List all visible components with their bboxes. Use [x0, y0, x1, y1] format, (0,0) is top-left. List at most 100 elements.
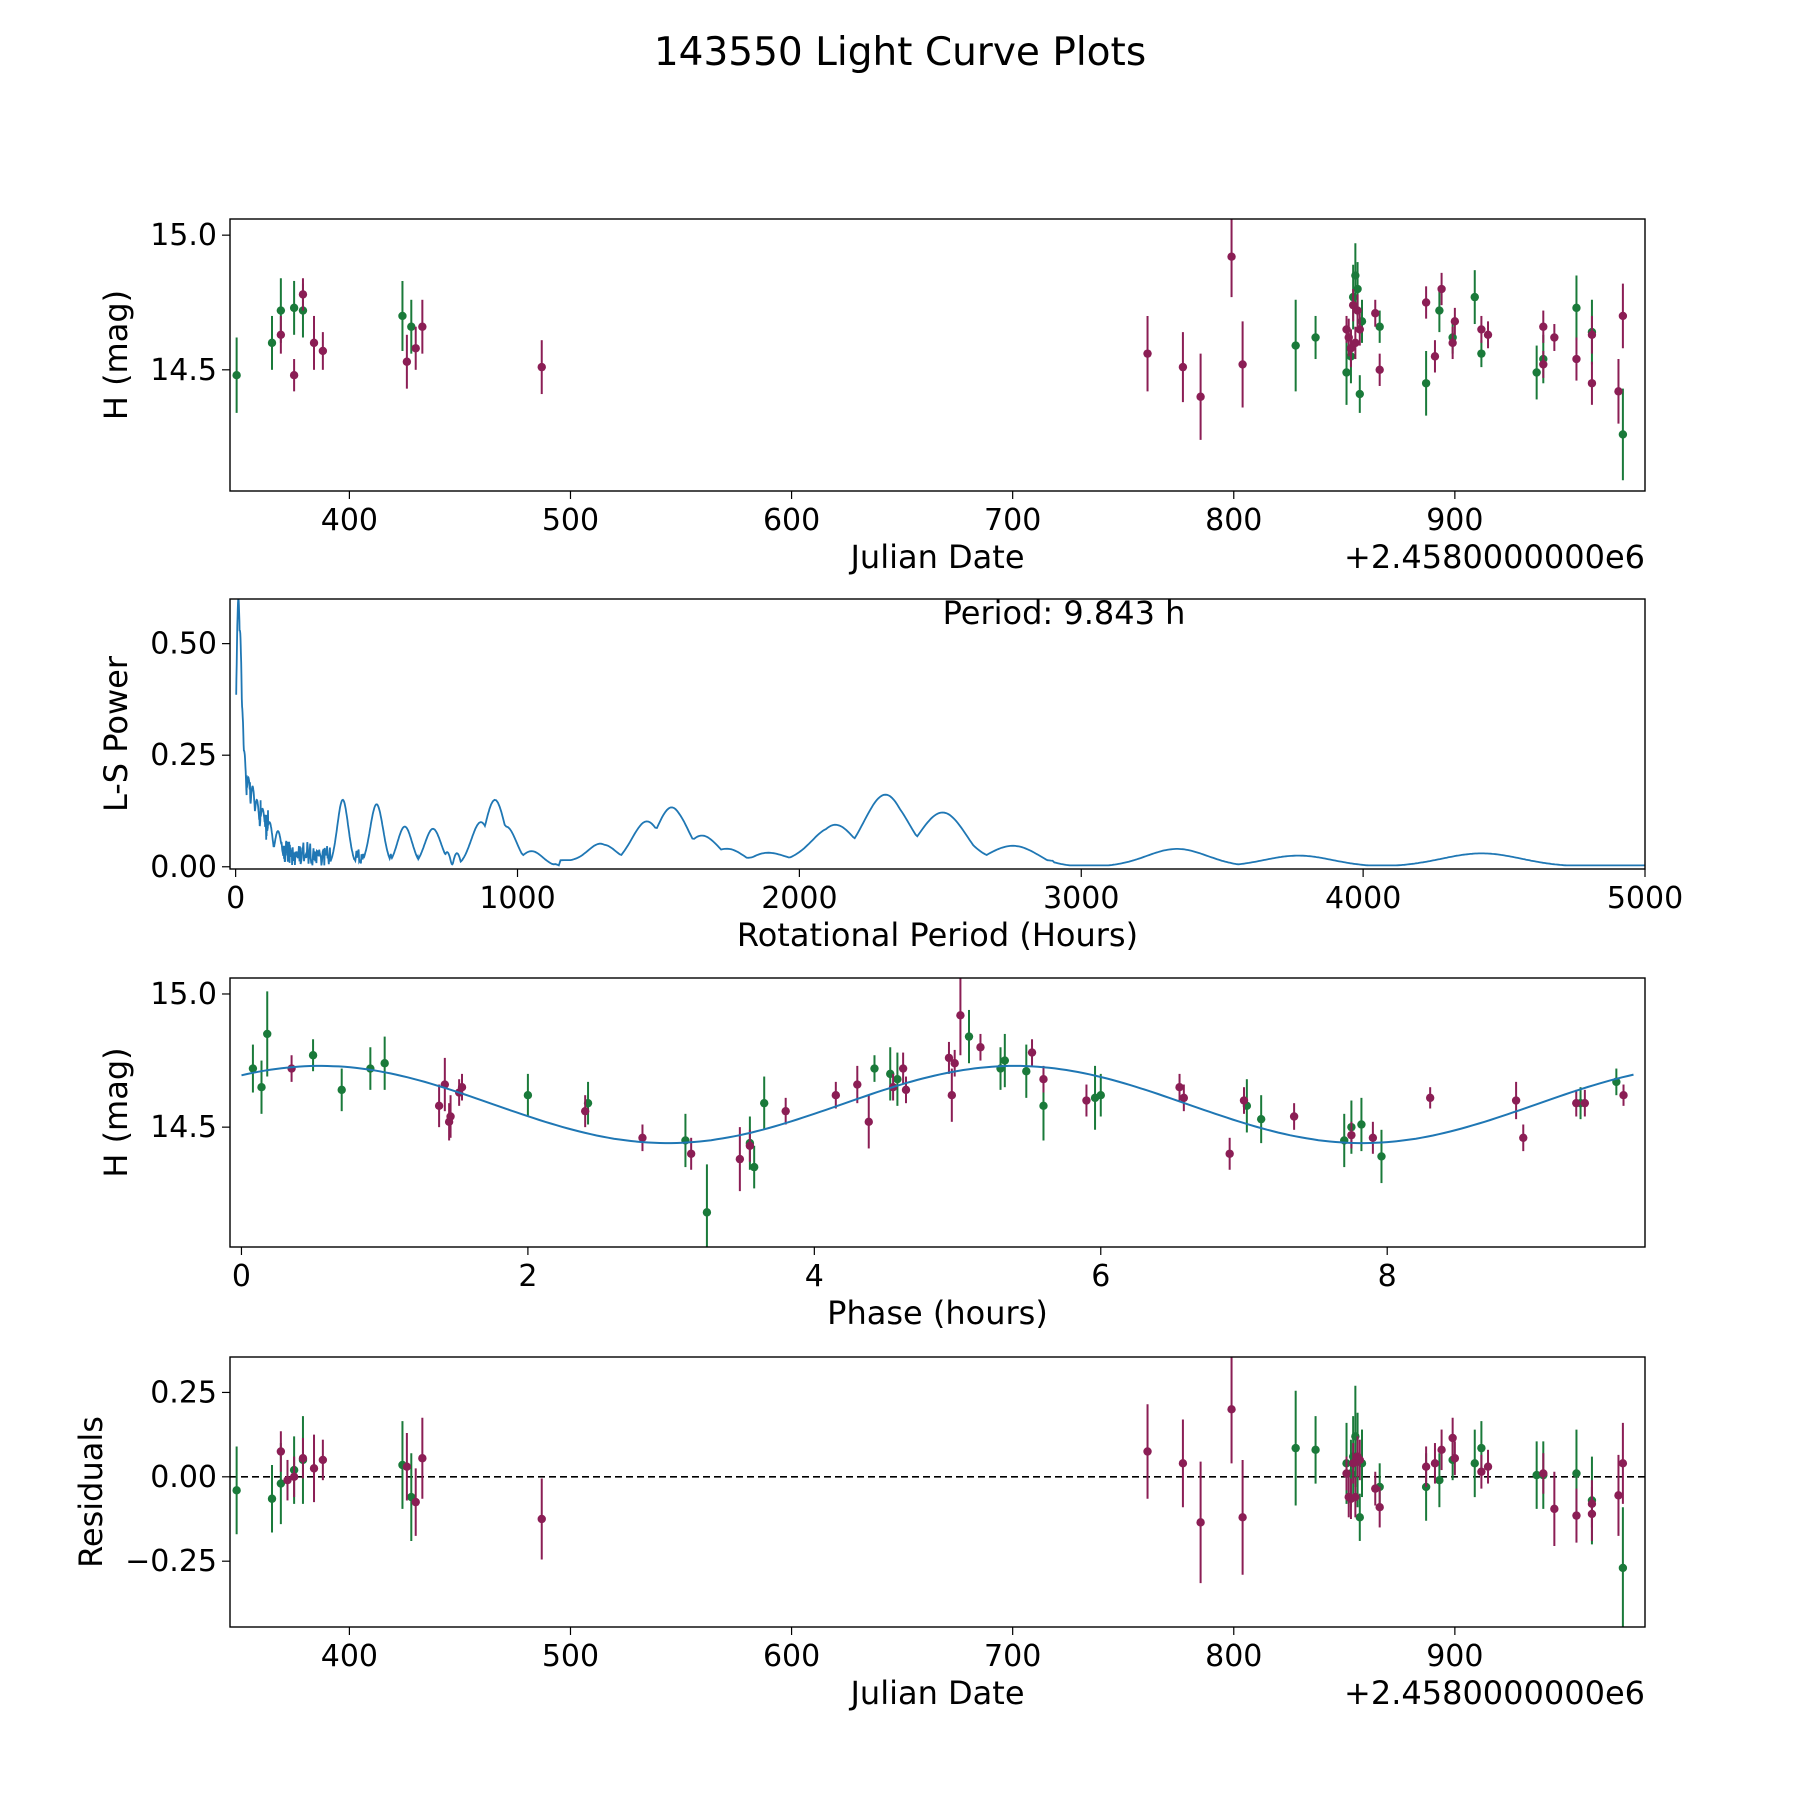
x-tick-label: 8	[1378, 1259, 1397, 1294]
data-point	[1175, 1082, 1184, 1092]
data-point	[1477, 1467, 1486, 1476]
x-tick-label: 0	[226, 881, 245, 916]
data-point	[1311, 1445, 1320, 1455]
x-tick-label: 5000	[1607, 881, 1683, 916]
data-point	[1357, 1120, 1366, 1129]
data-point	[947, 1090, 957, 1100]
data-point	[398, 311, 407, 321]
data-point	[1421, 1462, 1431, 1471]
axes-frame	[229, 598, 1646, 870]
data-point	[901, 1085, 911, 1095]
y-axis-label: L-S Power	[97, 655, 135, 812]
filter-green-series	[232, 243, 1628, 481]
data-point	[870, 1064, 879, 1073]
x-tick-label: 900	[1426, 1639, 1483, 1674]
data-point	[1587, 330, 1597, 340]
y-tick-label: 0.00	[150, 850, 217, 885]
periodogram-panel: 0 1000 2000 3000 4000 5000 0.00 0.25 0.50 Rotatio…	[97, 594, 1683, 954]
data-point	[898, 1064, 908, 1073]
y-tick-label: 15.0	[150, 977, 217, 1012]
filter-green-series	[232, 1385, 1628, 1627]
x-tick-label: 2	[518, 1259, 537, 1294]
y-axis-label: H (mag)	[97, 1047, 135, 1177]
data-point	[749, 1162, 759, 1172]
data-point	[457, 1082, 467, 1092]
data-point	[1448, 1433, 1457, 1443]
data-point	[418, 1454, 427, 1463]
data-point	[1435, 1475, 1444, 1485]
data-point	[1377, 1152, 1386, 1161]
x-tick-label: 500	[542, 1639, 599, 1674]
data-point	[1225, 1149, 1234, 1158]
periodogram-plot-area	[235, 599, 1645, 867]
phased-panel: 0 2 4 6 8 14.5 15.0 Phase (hours) H (mag)	[97, 977, 1646, 1332]
data-point	[1550, 333, 1559, 342]
data-point	[1256, 1114, 1266, 1124]
data-point	[1178, 362, 1188, 372]
data-point	[1179, 1093, 1189, 1103]
power-line	[235, 599, 1645, 867]
data-point	[276, 1479, 286, 1488]
data-point	[380, 1059, 389, 1068]
data-point	[1614, 387, 1623, 396]
data-point	[1437, 284, 1446, 294]
data-point	[411, 344, 420, 353]
x-tick-label: 4000	[1325, 881, 1401, 916]
data-point	[976, 1043, 985, 1052]
data-point	[248, 1064, 258, 1073]
data-point	[1539, 360, 1548, 369]
x-tick-label: 700	[984, 1639, 1041, 1674]
data-point	[1425, 1093, 1435, 1103]
axes-frame	[229, 218, 1646, 492]
data-point	[1291, 341, 1300, 350]
data-point	[287, 1064, 296, 1073]
data-point	[1470, 292, 1479, 302]
data-point	[735, 1154, 745, 1164]
data-point	[950, 1059, 959, 1068]
data-point	[276, 306, 286, 315]
data-point	[537, 1514, 546, 1524]
data-point	[1351, 1492, 1360, 1502]
data-point	[1450, 317, 1460, 326]
data-point	[283, 1475, 292, 1485]
data-point	[267, 1494, 277, 1503]
data-point	[1342, 368, 1351, 377]
data-point	[1371, 1484, 1380, 1493]
filter-purple-series	[276, 219, 1628, 440]
data-point	[1587, 379, 1597, 388]
data-point	[402, 1462, 412, 1471]
data-point	[1355, 1513, 1364, 1522]
y-axis-label: H (mag)	[97, 290, 135, 420]
data-point	[308, 1051, 318, 1060]
data-point	[1477, 325, 1486, 334]
data-point	[418, 322, 427, 331]
data-point	[407, 322, 416, 331]
y-tick-label: 15.0	[150, 218, 217, 253]
data-point	[1572, 354, 1581, 364]
figure-title: 143550 Light Curve Plots	[654, 30, 1146, 75]
data-point	[337, 1085, 346, 1095]
data-point	[289, 303, 299, 313]
x-tick-label: 600	[763, 1639, 820, 1674]
x-tick-label: 3000	[1043, 881, 1119, 916]
data-point	[1096, 1090, 1105, 1100]
period-annotation: Period: 9.843 h	[943, 594, 1186, 632]
data-point	[318, 1455, 328, 1465]
data-point	[964, 1032, 974, 1041]
x-tick-label: 400	[321, 1639, 378, 1674]
data-point	[1196, 1518, 1205, 1527]
filter-green-series	[248, 991, 1621, 1247]
data-point	[1618, 1459, 1628, 1468]
data-point	[1196, 392, 1205, 401]
data-point	[402, 357, 412, 366]
data-point	[1227, 1405, 1236, 1414]
data-point	[446, 1112, 455, 1121]
data-point	[1539, 1469, 1548, 1478]
data-point	[298, 1454, 308, 1463]
data-point	[1375, 322, 1384, 331]
data-point	[1375, 365, 1384, 375]
x-tick-label: 1000	[479, 881, 555, 916]
data-point	[1368, 1133, 1378, 1143]
data-point	[1618, 430, 1628, 439]
data-point	[1448, 338, 1457, 348]
